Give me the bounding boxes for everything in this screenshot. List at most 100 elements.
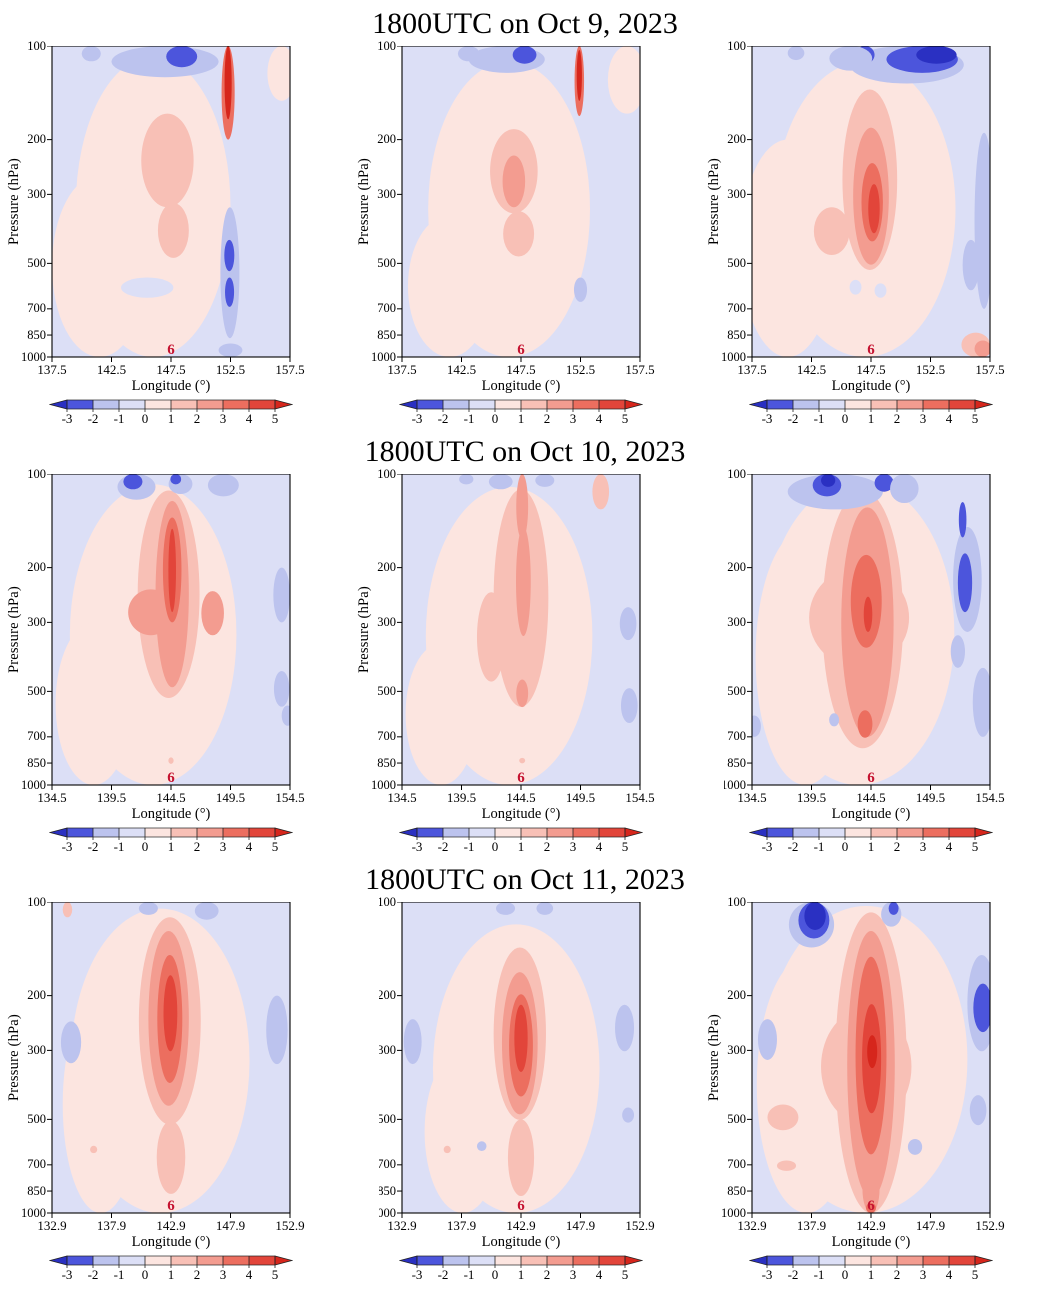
colorbar: -3 -2 -1 0 1 2 3 4 5 [749, 827, 993, 854]
colorbar-tick-label: 2 [894, 411, 901, 426]
colorbar-wrap: -3 -2 -1 0 1 2 3 4 5 [749, 398, 993, 426]
colorbar-tick-label: -1 [114, 1267, 125, 1282]
x-tick-label: 137.9 [796, 1218, 827, 1233]
colorbar-tick-label: 5 [972, 839, 979, 854]
contour-plot: 6 [47, 902, 291, 1218]
colorbar-tick-label: -3 [62, 839, 73, 854]
y-tick-label: 200 [27, 988, 46, 1003]
colorbar: -3 -2 -1 0 1 2 3 4 5 [49, 827, 293, 854]
y-tick-label: 100 [727, 466, 746, 481]
x-tick-label: 132.9 [737, 1218, 767, 1233]
x-tick-label: 137.9 [446, 1218, 477, 1233]
y-tick-label: 200 [377, 560, 396, 575]
panel-r0c2: Pressure (hPa) 100 200 300 500 700 850 1000 6 137… [700, 39, 1050, 428]
panel-r1c0: Pressure (hPa) 100 200 300 500 700 850 1000 6 134… [0, 466, 350, 856]
colorbar-tick-label: 3 [220, 839, 227, 854]
x-tick-label: 137.5 [737, 362, 767, 377]
x-tick-label: 154.5 [625, 790, 655, 805]
colorbar-tick-label: 3 [220, 1267, 227, 1282]
colorbar-tick-label: 3 [920, 1267, 927, 1282]
contour-plot: 6 [397, 902, 641, 1218]
colorbar-tick-label: 1 [868, 839, 875, 854]
colorbar-tick-label: -1 [464, 411, 475, 426]
colorbar-tick-label: 1 [518, 1267, 525, 1282]
colorbar-tick-label: -2 [788, 839, 799, 854]
y-tick-label: 100 [377, 466, 396, 481]
colorbar-tick-label: 1 [868, 411, 875, 426]
x-tick-label: 137.5 [387, 362, 417, 377]
y-tick-label: 700 [377, 729, 396, 744]
x-tick-label: 152.9 [275, 1218, 305, 1233]
colorbar-tick-label: 0 [842, 411, 849, 426]
x-tick-label: 142.5 [796, 362, 827, 377]
x-tick-label: 137.9 [96, 1218, 127, 1233]
y-tick-label: 300 [27, 614, 46, 629]
y-tick-label: 700 [727, 301, 746, 316]
colorbar-tick-label: 2 [544, 411, 551, 426]
x-tick-label: 144.5 [156, 790, 186, 805]
x-tick-label: 149.5 [215, 790, 246, 805]
y-tick-label: 1000 [724, 777, 746, 792]
section-title-oct10: 1800UTC on Oct 10, 2023 [364, 435, 686, 468]
colorbar-wrap: -3 -2 -1 0 1 2 3 4 5 [749, 1254, 993, 1282]
colorbar-tick-label: 3 [220, 411, 227, 426]
storm-symbol: 6 [167, 342, 175, 358]
x-tick-label: 134.5 [737, 790, 767, 805]
storm-symbol: 6 [517, 770, 525, 786]
colorbar-tick-label: -3 [762, 411, 773, 426]
contour-plot: 6 [47, 46, 291, 362]
colorbar-tick-label: -1 [814, 839, 825, 854]
colorbar-tick-label: -1 [114, 839, 125, 854]
y-tick-label: 500 [27, 255, 46, 270]
x-tick-label: 134.5 [387, 790, 417, 805]
y-tick-label: 700 [27, 1157, 46, 1172]
y-tick-label: 500 [727, 255, 746, 270]
colorbar-tick-label: 4 [596, 1267, 603, 1282]
y-tick-label: 1000 [721, 349, 746, 364]
y-tick-label: 700 [727, 729, 746, 744]
colorbar-tick-label: 2 [544, 1267, 551, 1282]
contour-plot: 6 [397, 46, 641, 362]
y-tick-label: 500 [27, 1111, 46, 1126]
contour-plot: 6 [747, 902, 991, 1218]
panel-r1c1: Pressure (hPa) 100 200 300 500 700 850 1000 6 134… [350, 466, 700, 856]
x-tick-label: 152.9 [625, 1218, 655, 1233]
colorbar-tick-label: 1 [518, 839, 525, 854]
y-tick-label: 850 [27, 1183, 46, 1198]
y-tick-label: 850 [27, 327, 46, 342]
x-tick-label: 144.5 [856, 790, 886, 805]
colorbar-tick-label: 2 [894, 839, 901, 854]
colorbar: -3 -2 -1 0 1 2 3 4 5 [749, 399, 993, 426]
colorbar-wrap: -3 -2 -1 0 1 2 3 4 5 [49, 398, 293, 426]
colorbar-tick-label: -3 [412, 839, 423, 854]
y-tick-label: 1000 [21, 349, 46, 364]
x-tick-label: 147.9 [915, 1218, 946, 1233]
x-tick-label: 157.5 [625, 362, 655, 377]
section-oct10: 1800UTC on Oct 10, 2023 Pressure (hPa) 10… [0, 434, 1050, 856]
y-tick-label: 200 [379, 988, 396, 1003]
x-tick-label: 142.5 [96, 362, 127, 377]
colorbar-tick-label: 0 [842, 1267, 849, 1282]
colorbar: -3 -2 -1 0 1 2 3 4 5 [399, 827, 643, 854]
colorbar-tick-label: 3 [920, 411, 927, 426]
x-tick-label: 147.5 [506, 362, 536, 377]
colorbar: -3 -2 -1 0 1 2 3 4 5 [749, 1255, 993, 1282]
colorbar-tick-label: -3 [762, 839, 773, 854]
colorbar: -3 -2 -1 0 1 2 3 4 5 [399, 1255, 643, 1282]
x-tick-label: 147.9 [215, 1218, 246, 1233]
figure: 1800UTC on Oct 9, 2023 Pressure (hPa) 100… [0, 6, 1050, 1284]
y-tick-label: 700 [379, 1157, 396, 1172]
storm-symbol: 6 [867, 770, 875, 786]
panel-r2c1: 10020030050070085010006132.9137.9142.914… [350, 895, 700, 1284]
x-axis-title: Longitude (°) [831, 1234, 911, 1250]
y-tick-label: 700 [27, 301, 46, 316]
colorbar-tick-label: 0 [492, 411, 499, 426]
colorbar-tick-label: 5 [972, 1267, 979, 1282]
y-tick-label: 100 [27, 466, 46, 481]
x-tick-label: 149.5 [565, 790, 596, 805]
storm-symbol: 6 [167, 770, 175, 786]
contour-plot: 6 [47, 474, 291, 790]
colorbar-tick-label: 2 [194, 839, 201, 854]
y-tick-label: 300 [377, 614, 396, 629]
colorbar-tick-label: 2 [194, 411, 201, 426]
